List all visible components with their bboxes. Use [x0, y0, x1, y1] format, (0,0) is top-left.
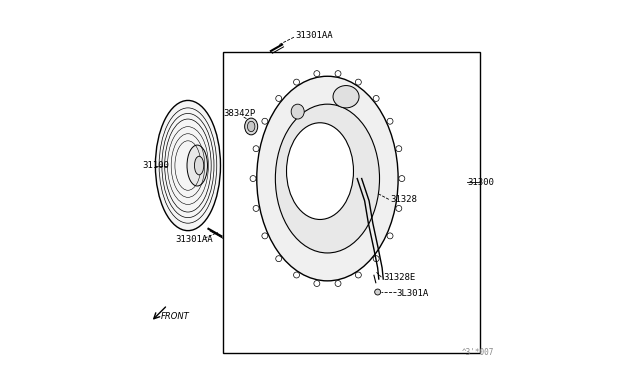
Circle shape: [262, 233, 268, 239]
Circle shape: [262, 118, 268, 124]
Circle shape: [355, 79, 362, 85]
Text: 38342P: 38342P: [223, 109, 255, 118]
Text: FRONT: FRONT: [161, 312, 189, 321]
Ellipse shape: [333, 86, 359, 108]
Circle shape: [373, 96, 379, 102]
Circle shape: [294, 272, 300, 278]
Circle shape: [355, 272, 362, 278]
Ellipse shape: [291, 104, 304, 119]
Ellipse shape: [248, 121, 255, 132]
Text: 31301AA: 31301AA: [175, 235, 212, 244]
Ellipse shape: [187, 145, 207, 186]
Circle shape: [276, 96, 282, 102]
Bar: [223, 52, 480, 353]
Text: 31300: 31300: [467, 178, 494, 187]
Circle shape: [335, 71, 341, 77]
Text: 31328E: 31328E: [383, 273, 415, 282]
Ellipse shape: [275, 104, 380, 253]
Circle shape: [399, 176, 405, 182]
Text: 31328: 31328: [390, 195, 417, 203]
Ellipse shape: [244, 118, 258, 135]
Text: 31301AA: 31301AA: [296, 31, 333, 40]
Circle shape: [253, 205, 259, 211]
Ellipse shape: [287, 123, 353, 219]
Circle shape: [294, 79, 300, 85]
Circle shape: [373, 256, 379, 262]
Circle shape: [335, 280, 341, 286]
Circle shape: [387, 118, 393, 124]
Text: 31100: 31100: [142, 161, 169, 170]
Ellipse shape: [257, 76, 398, 281]
Circle shape: [314, 71, 320, 77]
Text: 3L301A: 3L301A: [396, 289, 429, 298]
Ellipse shape: [156, 100, 221, 231]
Circle shape: [250, 176, 256, 182]
Circle shape: [314, 280, 320, 286]
Circle shape: [387, 233, 393, 239]
Ellipse shape: [195, 156, 204, 175]
Circle shape: [396, 146, 402, 152]
Circle shape: [396, 205, 402, 211]
Text: ^3'*007: ^3'*007: [461, 348, 493, 357]
Circle shape: [374, 289, 381, 295]
Circle shape: [276, 256, 282, 262]
Circle shape: [253, 146, 259, 152]
